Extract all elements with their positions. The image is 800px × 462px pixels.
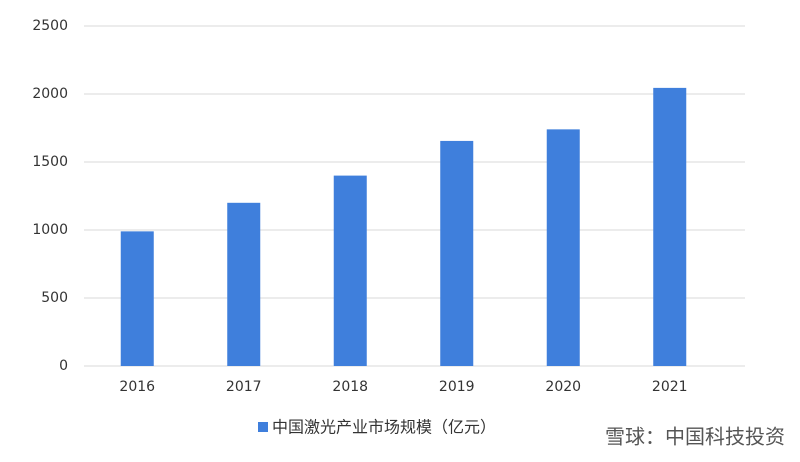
y-tick-label: 2000 (32, 86, 68, 102)
bar (653, 87, 687, 366)
y-tick-label: 1500 (32, 154, 68, 170)
x-tick-label: 2020 (545, 379, 581, 395)
y-tick-label: 2500 (32, 18, 68, 34)
bar (227, 202, 261, 366)
x-tick-label: 2016 (119, 379, 155, 395)
legend-swatch (258, 422, 268, 432)
legend-label: 中国激光产业市场规模（亿元） (272, 418, 496, 437)
y-tick-label: 1000 (32, 222, 68, 238)
x-tick-label: 2021 (652, 379, 688, 395)
x-tick-label: 2017 (226, 379, 262, 395)
bar (546, 129, 580, 366)
watermark: 雪球：中国科技投资 (605, 425, 785, 449)
x-tick-label: 2018 (332, 379, 368, 395)
bar (440, 140, 474, 366)
bar (120, 231, 154, 366)
bar (333, 175, 367, 366)
x-tick-label: 2019 (439, 379, 475, 395)
y-tick-label: 0 (59, 358, 68, 374)
y-tick-label: 500 (41, 290, 68, 306)
